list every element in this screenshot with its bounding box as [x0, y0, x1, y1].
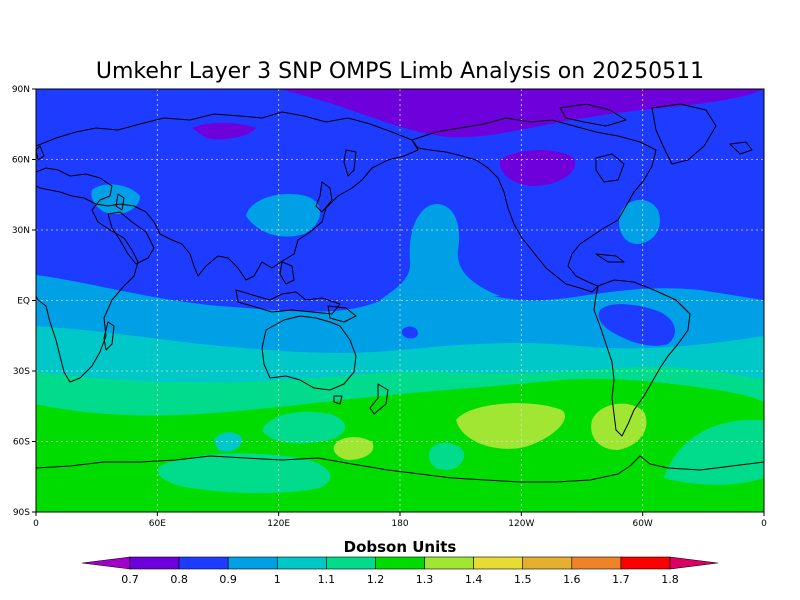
- lon-tick-label: 120W: [508, 519, 534, 529]
- coastline-eurasia: [36, 111, 419, 281]
- lon-tick-label: 60W: [632, 519, 652, 529]
- colorbar-swatch: [276, 556, 327, 570]
- coastline-japan: [315, 181, 333, 213]
- contour-band-0.9-1.0-atlantic: [618, 199, 660, 244]
- lat-tick-label: 60S: [13, 438, 30, 448]
- contour-band-0.7-0.8-siberia: [192, 122, 256, 140]
- colorbar-level-label: 1.7: [612, 573, 630, 586]
- lat-tick-label: 90N: [12, 85, 30, 95]
- contour-band-1.3-1.4-tasman-max: [333, 437, 374, 460]
- contour-map-plot-area: [36, 89, 764, 512]
- coastline-philippines: [279, 261, 295, 285]
- lon-tick-label: 60E: [149, 519, 166, 529]
- contour-band-0.7-0.8-alaska: [499, 149, 576, 186]
- colorbar-level-label: 1.2: [367, 573, 385, 586]
- contour-band-1.1-1.2-southeast-pacific: [428, 442, 465, 471]
- coastline-australia: [261, 315, 357, 391]
- lat-tick-label: 30N: [12, 226, 30, 236]
- colorbar-level-label: 1.5: [514, 573, 532, 586]
- coastline-arabia: [107, 211, 155, 265]
- lon-tick-label: 120E: [267, 519, 290, 529]
- colorbar-swatch: [375, 556, 425, 570]
- colorbar-level-label: 0.9: [219, 573, 237, 586]
- colorbar-swatch: [620, 556, 671, 570]
- contour-band-1.3-1.4-pacific-max: [456, 403, 566, 449]
- colorbar-level-label: 1.6: [563, 573, 581, 586]
- coastline-kamchatka: [343, 149, 357, 177]
- contour-band-0.7-0.8-arctic: [280, 89, 764, 138]
- contour-band-0.9-1.0-central-asia: [91, 184, 140, 215]
- lat-tick-label: 60N: [12, 156, 30, 166]
- coastline-madagascar: [103, 321, 115, 351]
- coastline-british-isles: [36, 145, 45, 161]
- colorbar-swatch: [326, 556, 376, 570]
- coastline-north-america: [411, 117, 657, 293]
- contour-band-1.3-1.4-patagonia-max: [591, 403, 647, 450]
- lat-tick-label: 30S: [13, 367, 30, 377]
- colorbar: 0.7 0.8 0.9 1 1.1 1.2 1.3 1.4 1.5 1.6 1.7 1.8: [81, 556, 719, 586]
- colorbar-swatch: [424, 556, 474, 570]
- coastline-maritime-continent: [235, 289, 341, 315]
- lat-tick-label: 90S: [13, 508, 30, 518]
- colorbar-swatch: [473, 556, 524, 570]
- colorbar-swatch: [129, 556, 180, 570]
- coastline-iceland: [729, 141, 753, 155]
- colorbar-lower-triangle: [81, 556, 131, 570]
- colorbar-level-label: 0.7: [121, 573, 139, 586]
- colorbar-level-label: 0.8: [170, 573, 188, 586]
- chart-title: Umkehr Layer 3 SNP OMPS Limb Analysis on…: [96, 59, 704, 84]
- latitude-axis: 90N 60N 30N EQ 30S 60S 90S: [12, 85, 36, 518]
- coastline-arctic-islands: [559, 103, 627, 127]
- contour-band-0.8-0.9-south-america: [598, 304, 675, 346]
- contour-band-1.1-1.2-south-indian: [262, 411, 345, 444]
- coastline-cuba: [595, 253, 625, 263]
- colorbar-swatch: [522, 556, 573, 570]
- lon-tick-label: 0: [33, 519, 39, 529]
- contour-band-0.8-0.9-fiji: [402, 326, 418, 339]
- colorbar-swatch: [227, 556, 278, 570]
- contour-band-1.1-1.2-south-atlantic: [664, 420, 764, 485]
- colorbar-swatch: [571, 556, 622, 570]
- lat-tick-label: EQ: [17, 297, 30, 307]
- coastline-greenland: [651, 103, 717, 165]
- coastline-new-zealand: [369, 383, 389, 415]
- lon-tick-label: 0: [761, 519, 767, 529]
- colorbar-title: Dobson Units: [344, 538, 457, 556]
- contour-band-0.9-1.0-east-asia: [246, 194, 321, 237]
- coastlines: [36, 103, 764, 483]
- colorbar-upper-triangle: [669, 556, 719, 570]
- colorbar-level-label: 1.3: [416, 573, 434, 586]
- gridlines: [36, 89, 764, 512]
- coastline-tasmania: [333, 395, 343, 405]
- coastline-new-guinea: [327, 305, 357, 323]
- coastline-africa: [36, 167, 139, 383]
- longitude-axis: 0 60E 120E 180 120W 60W 0: [33, 512, 767, 529]
- colorbar-level-label: 1.8: [661, 573, 679, 586]
- coastline-south-america: [593, 279, 691, 437]
- colorbar-level-label: 1: [274, 573, 281, 586]
- colorbar-swatch: [178, 556, 229, 570]
- coastline-antarctica: [36, 455, 764, 483]
- colorbar-level-label: 1.1: [318, 573, 336, 586]
- contour-band-0.9-1.0-indian-ocean: [36, 281, 97, 329]
- contour-band-1.1-1.2-antarctic-coast: [157, 453, 331, 494]
- coastline-hudson-bay: [595, 153, 625, 183]
- colorbar-level-label: 1.4: [465, 573, 483, 586]
- coastline-caspian: [115, 193, 125, 211]
- lon-tick-label: 180: [391, 519, 408, 529]
- contour-band-0.9-1.0-pacific-tongue: [380, 204, 500, 300]
